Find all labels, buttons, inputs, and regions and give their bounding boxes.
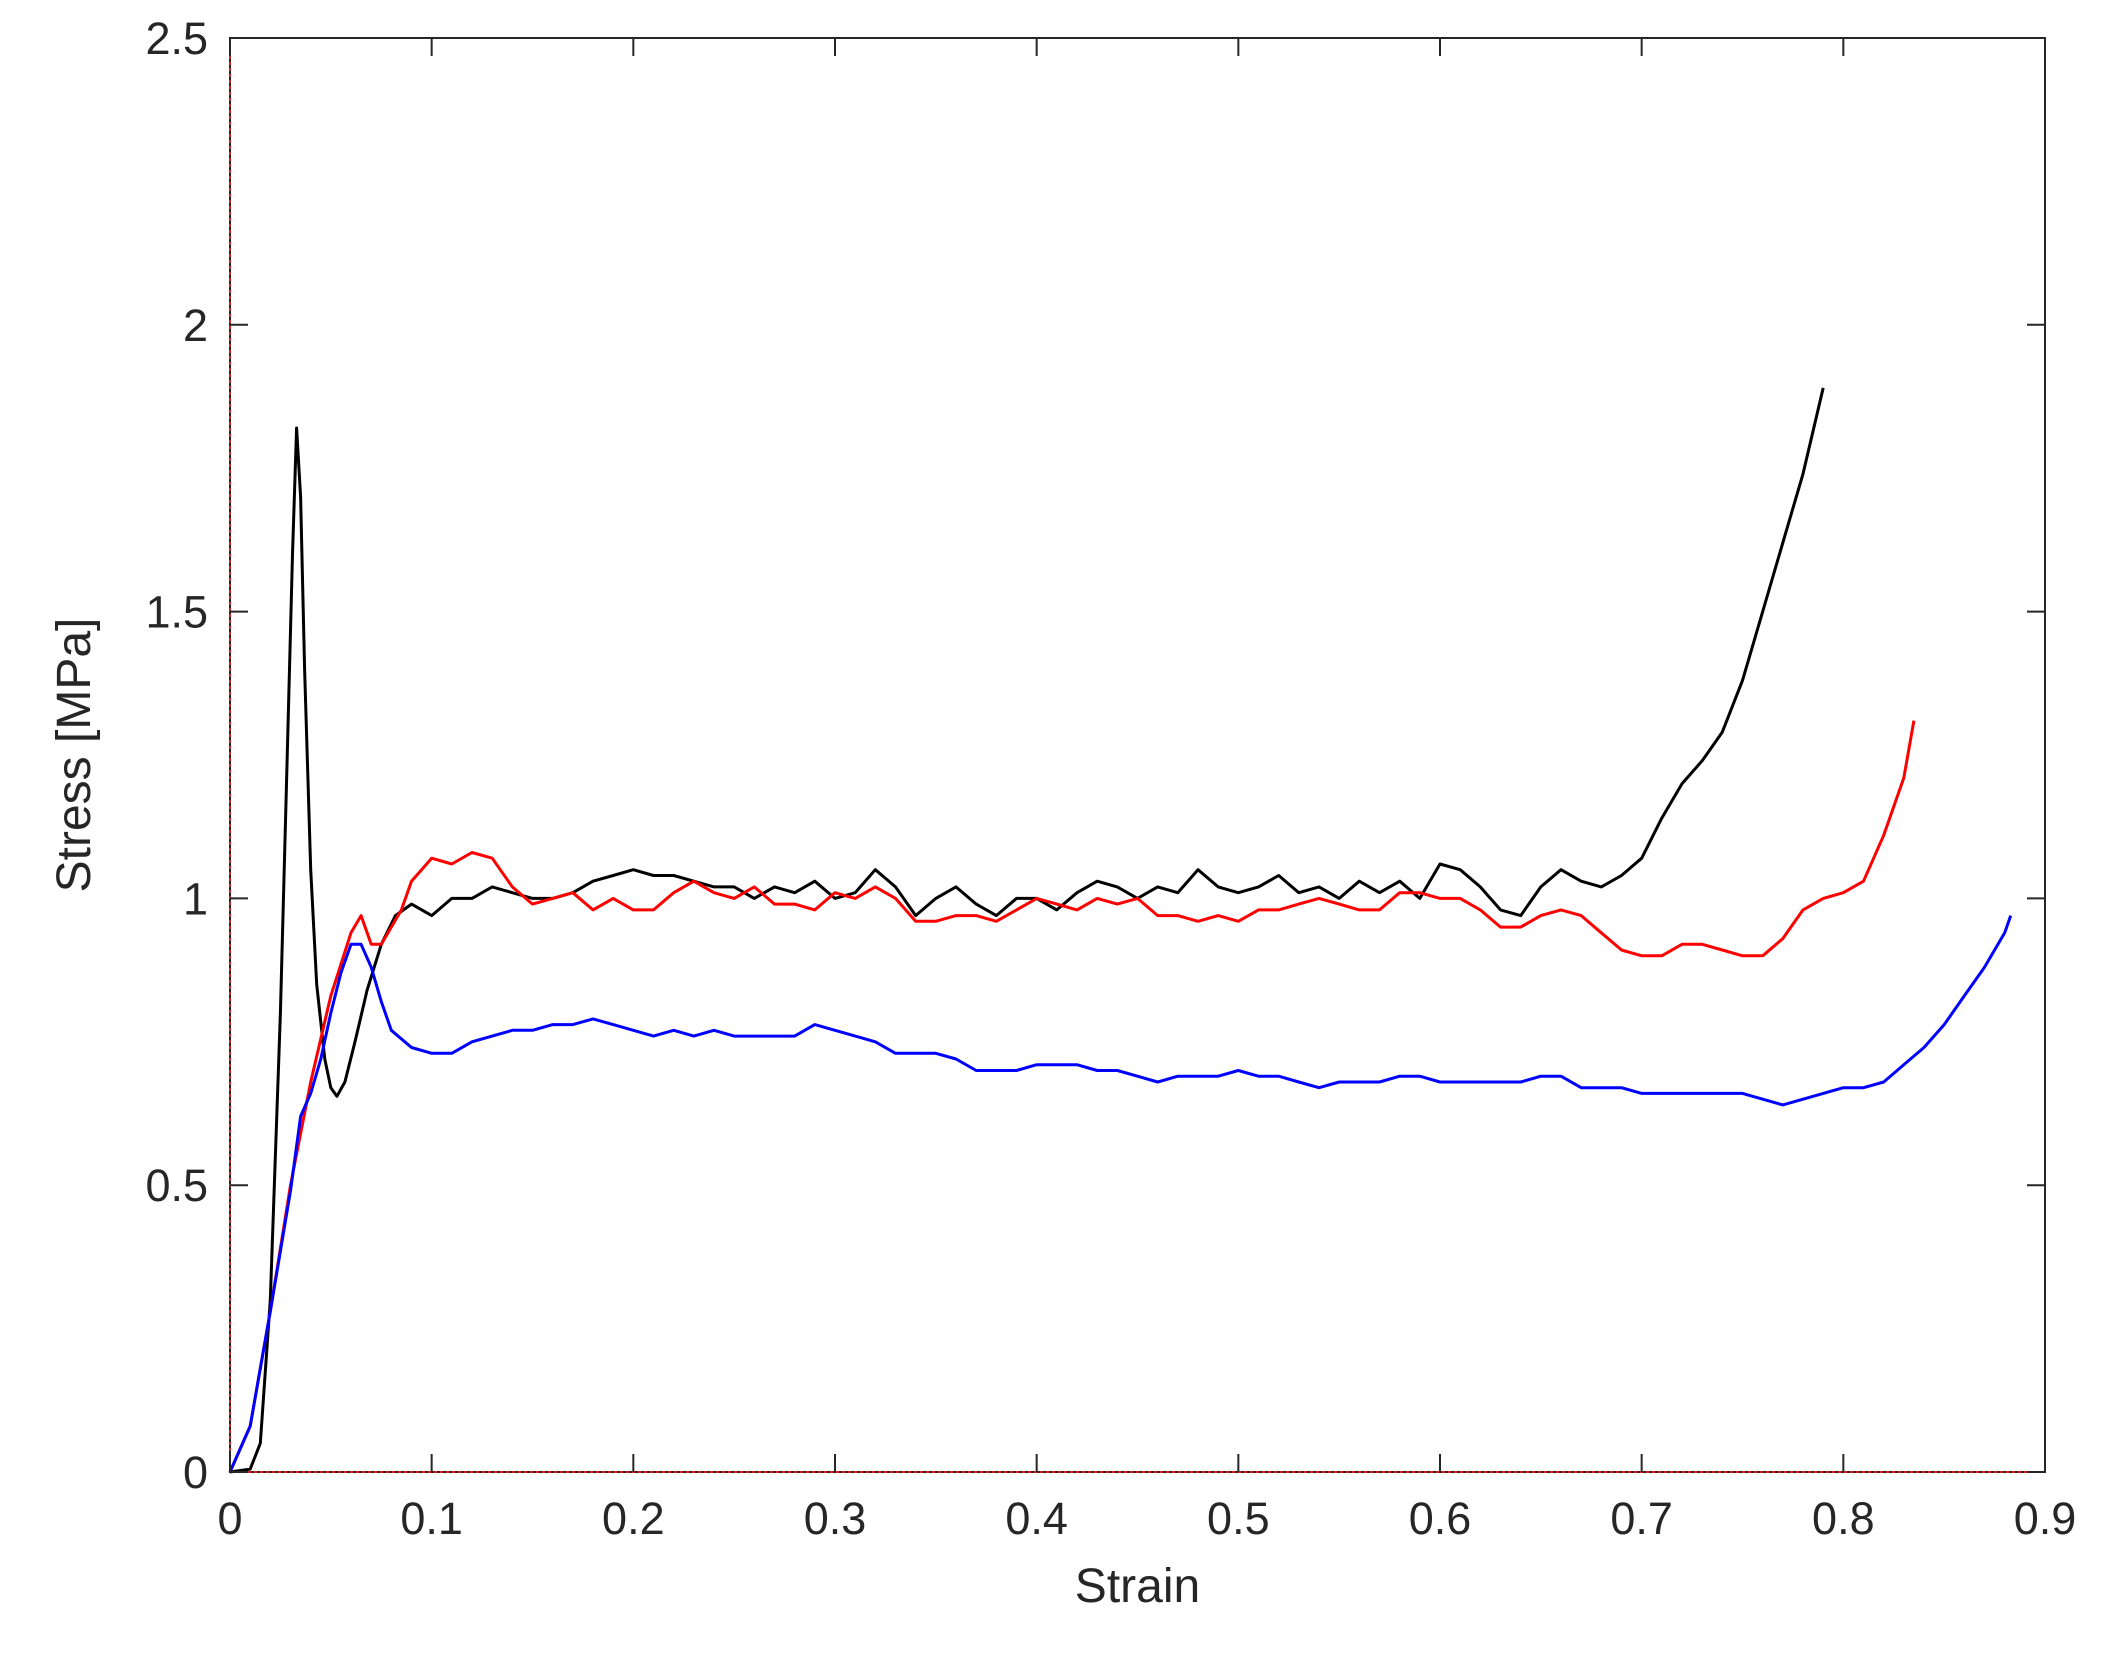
x-tick-label: 0.4 xyxy=(1005,1493,1068,1544)
y-tick-label: 0 xyxy=(183,1447,208,1498)
x-tick-label: 0.6 xyxy=(1409,1493,1472,1544)
x-axis-label: Strain xyxy=(1075,1560,1200,1613)
y-tick-label: 2 xyxy=(183,300,208,351)
x-tick-label: 0.2 xyxy=(602,1493,665,1544)
x-tick-label: 0.9 xyxy=(2014,1493,2077,1544)
y-tick-label: 1 xyxy=(183,873,208,924)
x-tick-label: 0.3 xyxy=(804,1493,867,1544)
ticks-layer: 0 0.1 0.2 0.3 0.4 0.5 0.6 0.7 0.8 0.9 0 0.5 1 1.5 2 2.5 xyxy=(145,13,2076,1544)
x-tick-label: 0.8 xyxy=(1812,1493,1875,1544)
series-line-3 xyxy=(228,915,2013,1473)
series-layer xyxy=(228,387,2013,1474)
series-line-1 xyxy=(229,387,1825,1474)
series-line-2 xyxy=(228,720,1916,1473)
y-tick-label: 0.5 xyxy=(145,1160,208,1211)
x-tick-label: 0.7 xyxy=(1610,1493,1673,1544)
x-tick-label: 0.1 xyxy=(400,1493,463,1544)
y-tick-label: 1.5 xyxy=(145,587,208,638)
x-tick-label: 0 xyxy=(217,1493,242,1544)
y-axis-label: Stress [MPa] xyxy=(48,618,101,893)
x-tick-label: 0.5 xyxy=(1207,1493,1270,1544)
y-tick-label: 2.5 xyxy=(145,13,208,64)
